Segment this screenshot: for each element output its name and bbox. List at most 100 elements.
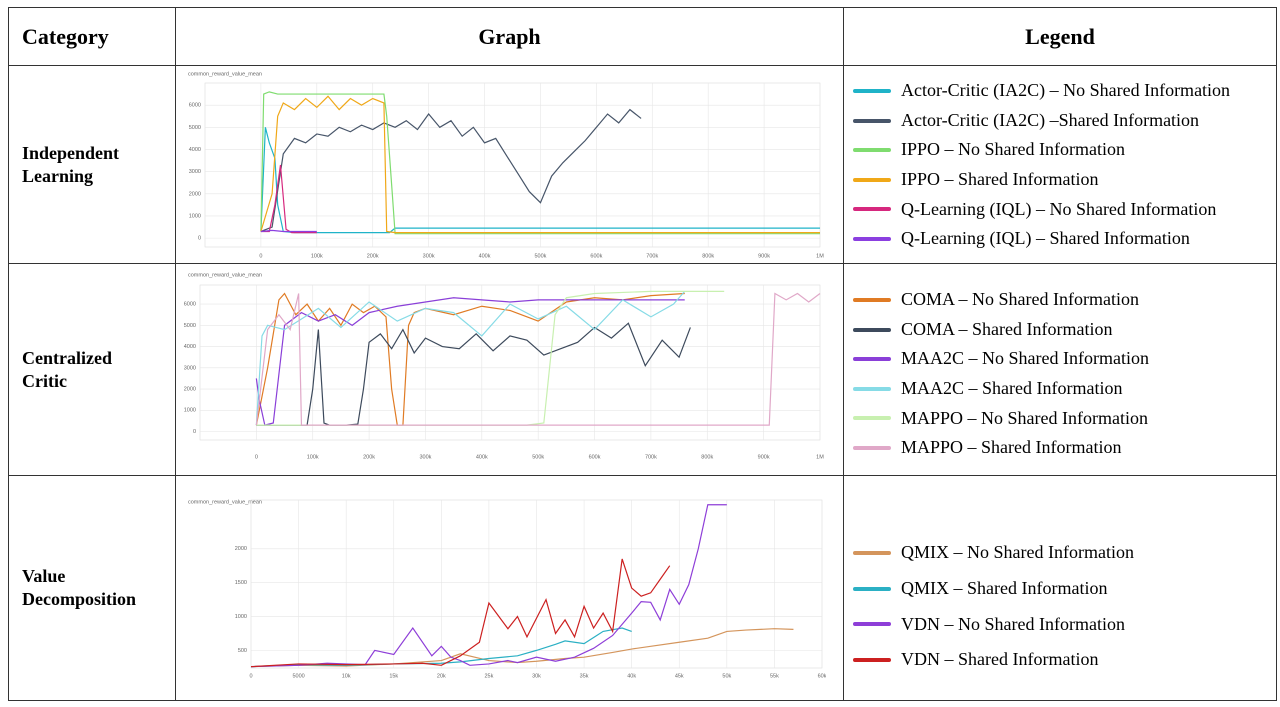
y-tick-label: 5000 <box>189 125 201 131</box>
legend-item: QMIX – No Shared Information <box>853 535 1134 571</box>
x-tick-label: 200k <box>363 454 375 460</box>
header-cell: Graph <box>175 7 844 66</box>
x-tick-label: 15k <box>389 673 398 679</box>
x-tick-label: 60k <box>818 673 826 679</box>
series-line <box>260 127 820 234</box>
legend-item: Q-Learning (IQL) – No Shared Information <box>853 195 1230 225</box>
y-tick-label: 1500 <box>235 580 247 586</box>
legend-swatch <box>853 327 891 332</box>
legend-swatch <box>853 298 891 303</box>
chart: common_reward_value_mean 0 1000 2000 3000 400… <box>178 267 826 472</box>
header-text: Graph <box>478 23 541 49</box>
y-tick-label: 4000 <box>184 344 196 350</box>
legend-swatch <box>853 177 891 182</box>
x-tick-label: 35k <box>580 673 589 679</box>
legend-item: Actor-Critic (IA2C) – No Shared Informat… <box>853 76 1230 106</box>
x-tick-label: 200k <box>367 253 379 259</box>
legend-text: VDN – No Shared Information <box>901 613 1125 634</box>
x-tick-label: 600k <box>589 454 601 460</box>
legend-text: Actor-Critic (IA2C) – No Shared Informat… <box>901 80 1231 101</box>
legend-text: MAA2C – No Shared Information <box>901 348 1149 369</box>
x-tick-label: 100k <box>311 253 323 259</box>
chart: common_reward_value_mean 500 1000 1500 2000 0… <box>178 480 826 695</box>
x-tick-label: 700k <box>645 454 657 460</box>
legend-item: MAPPO – Shared Information <box>853 433 1149 463</box>
legend-swatch <box>853 148 891 153</box>
x-tick-label: 900k <box>758 454 770 460</box>
legend-item: MAPPO – No Shared Information <box>853 404 1149 434</box>
x-tick-label: 40k <box>627 673 636 679</box>
legend-text: Q-Learning (IQL) – Shared Information <box>901 228 1190 249</box>
legend-swatch <box>853 658 891 663</box>
x-tick-label: 55k <box>770 673 779 679</box>
legend-item: COMA – Shared Information <box>853 315 1149 345</box>
y-tick-label: 5000 <box>184 323 196 329</box>
legend-text: IPPO – No Shared Information <box>901 139 1125 160</box>
series-line <box>260 229 317 233</box>
category-text: Centralized Critic <box>22 347 112 391</box>
series-line <box>260 91 820 235</box>
x-tick-label: 400k <box>479 253 491 259</box>
y-tick-label: 1000 <box>235 614 247 620</box>
series-line <box>260 108 642 233</box>
y-tick-label: 3000 <box>184 365 196 371</box>
legend-item: Actor-Critic (IA2C) –Shared Information <box>853 106 1230 136</box>
legend-text: MAPPO – Shared Information <box>901 437 1122 458</box>
legend-swatch <box>853 416 891 421</box>
legend-text: COMA – No Shared Information <box>901 289 1139 310</box>
x-tick-label: 500k <box>532 454 544 460</box>
category-cell: Independent Learning <box>8 65 176 264</box>
series-line <box>255 292 685 426</box>
chart: common_reward_value_mean 0 1000 2000 3000 400… <box>178 68 826 260</box>
y-tick-label: 0 <box>193 429 196 435</box>
x-tick-label: 100k <box>307 454 319 460</box>
legend-swatch <box>853 357 891 362</box>
chart-title: common_reward_value_mean <box>188 499 262 505</box>
x-tick-label: 600k <box>590 253 602 259</box>
x-tick-label: 5000 <box>292 673 304 679</box>
x-tick-label: 0 <box>259 253 262 259</box>
legend-swatch <box>853 586 891 591</box>
legend: QMIX – No Shared Information QMIX – Share… <box>853 535 1134 678</box>
legend-text: VDN – Shared Information <box>901 649 1099 670</box>
x-tick-label: 10k <box>342 673 351 679</box>
legend-item: Q-Learning (IQL) – Shared Information <box>853 224 1230 254</box>
chart-title: common_reward_value_mean <box>188 272 262 278</box>
x-tick-label: 50k <box>722 673 731 679</box>
series-line <box>260 95 820 234</box>
y-tick-label: 6000 <box>184 302 196 308</box>
legend-text: MAA2C – Shared Information <box>901 378 1123 398</box>
legend-swatch <box>853 236 891 241</box>
x-tick-label: 1M <box>816 454 824 460</box>
y-tick-label: 2000 <box>189 191 201 197</box>
y-tick-label: 6000 <box>189 103 201 109</box>
x-tick-label: 800k <box>702 253 714 259</box>
y-tick-label: 2000 <box>235 546 247 552</box>
legend-item: MAA2C – Shared Information <box>853 374 1149 404</box>
x-tick-label: 0 <box>249 673 252 679</box>
legend-text: Q-Learning (IQL) – No Shared Information <box>901 198 1217 219</box>
y-tick-label: 3000 <box>189 169 201 175</box>
category-cell: Value Decomposition <box>8 475 176 701</box>
x-tick-label: 30k <box>532 673 541 679</box>
legend-text: QMIX – No Shared Information <box>901 542 1134 563</box>
legend-item: VDN – Shared Information <box>853 642 1134 678</box>
series-line <box>260 164 317 234</box>
x-tick-label: 700k <box>646 253 658 259</box>
x-tick-label: 900k <box>758 253 770 259</box>
legend-text: COMA – Shared Information <box>901 318 1113 339</box>
y-tick-label: 0 <box>198 236 201 242</box>
legend-swatch <box>853 207 891 212</box>
legend-item: IPPO – Shared Information <box>853 165 1230 195</box>
chart-title: common_reward_value_mean <box>188 71 262 77</box>
x-tick-label: 500k <box>534 253 546 259</box>
x-tick-label: 300k <box>419 454 431 460</box>
category-text: Value Decomposition <box>22 566 136 609</box>
series-line <box>255 297 685 426</box>
series-line <box>256 322 691 426</box>
legend-item: IPPO – No Shared Information <box>853 135 1230 165</box>
legend: COMA – No Shared Information COMA – Share… <box>853 285 1149 463</box>
header-text: Category <box>22 23 109 49</box>
legend-text: Actor-Critic (IA2C) –Shared Information <box>901 109 1200 130</box>
x-tick-label: 800k <box>701 454 713 460</box>
